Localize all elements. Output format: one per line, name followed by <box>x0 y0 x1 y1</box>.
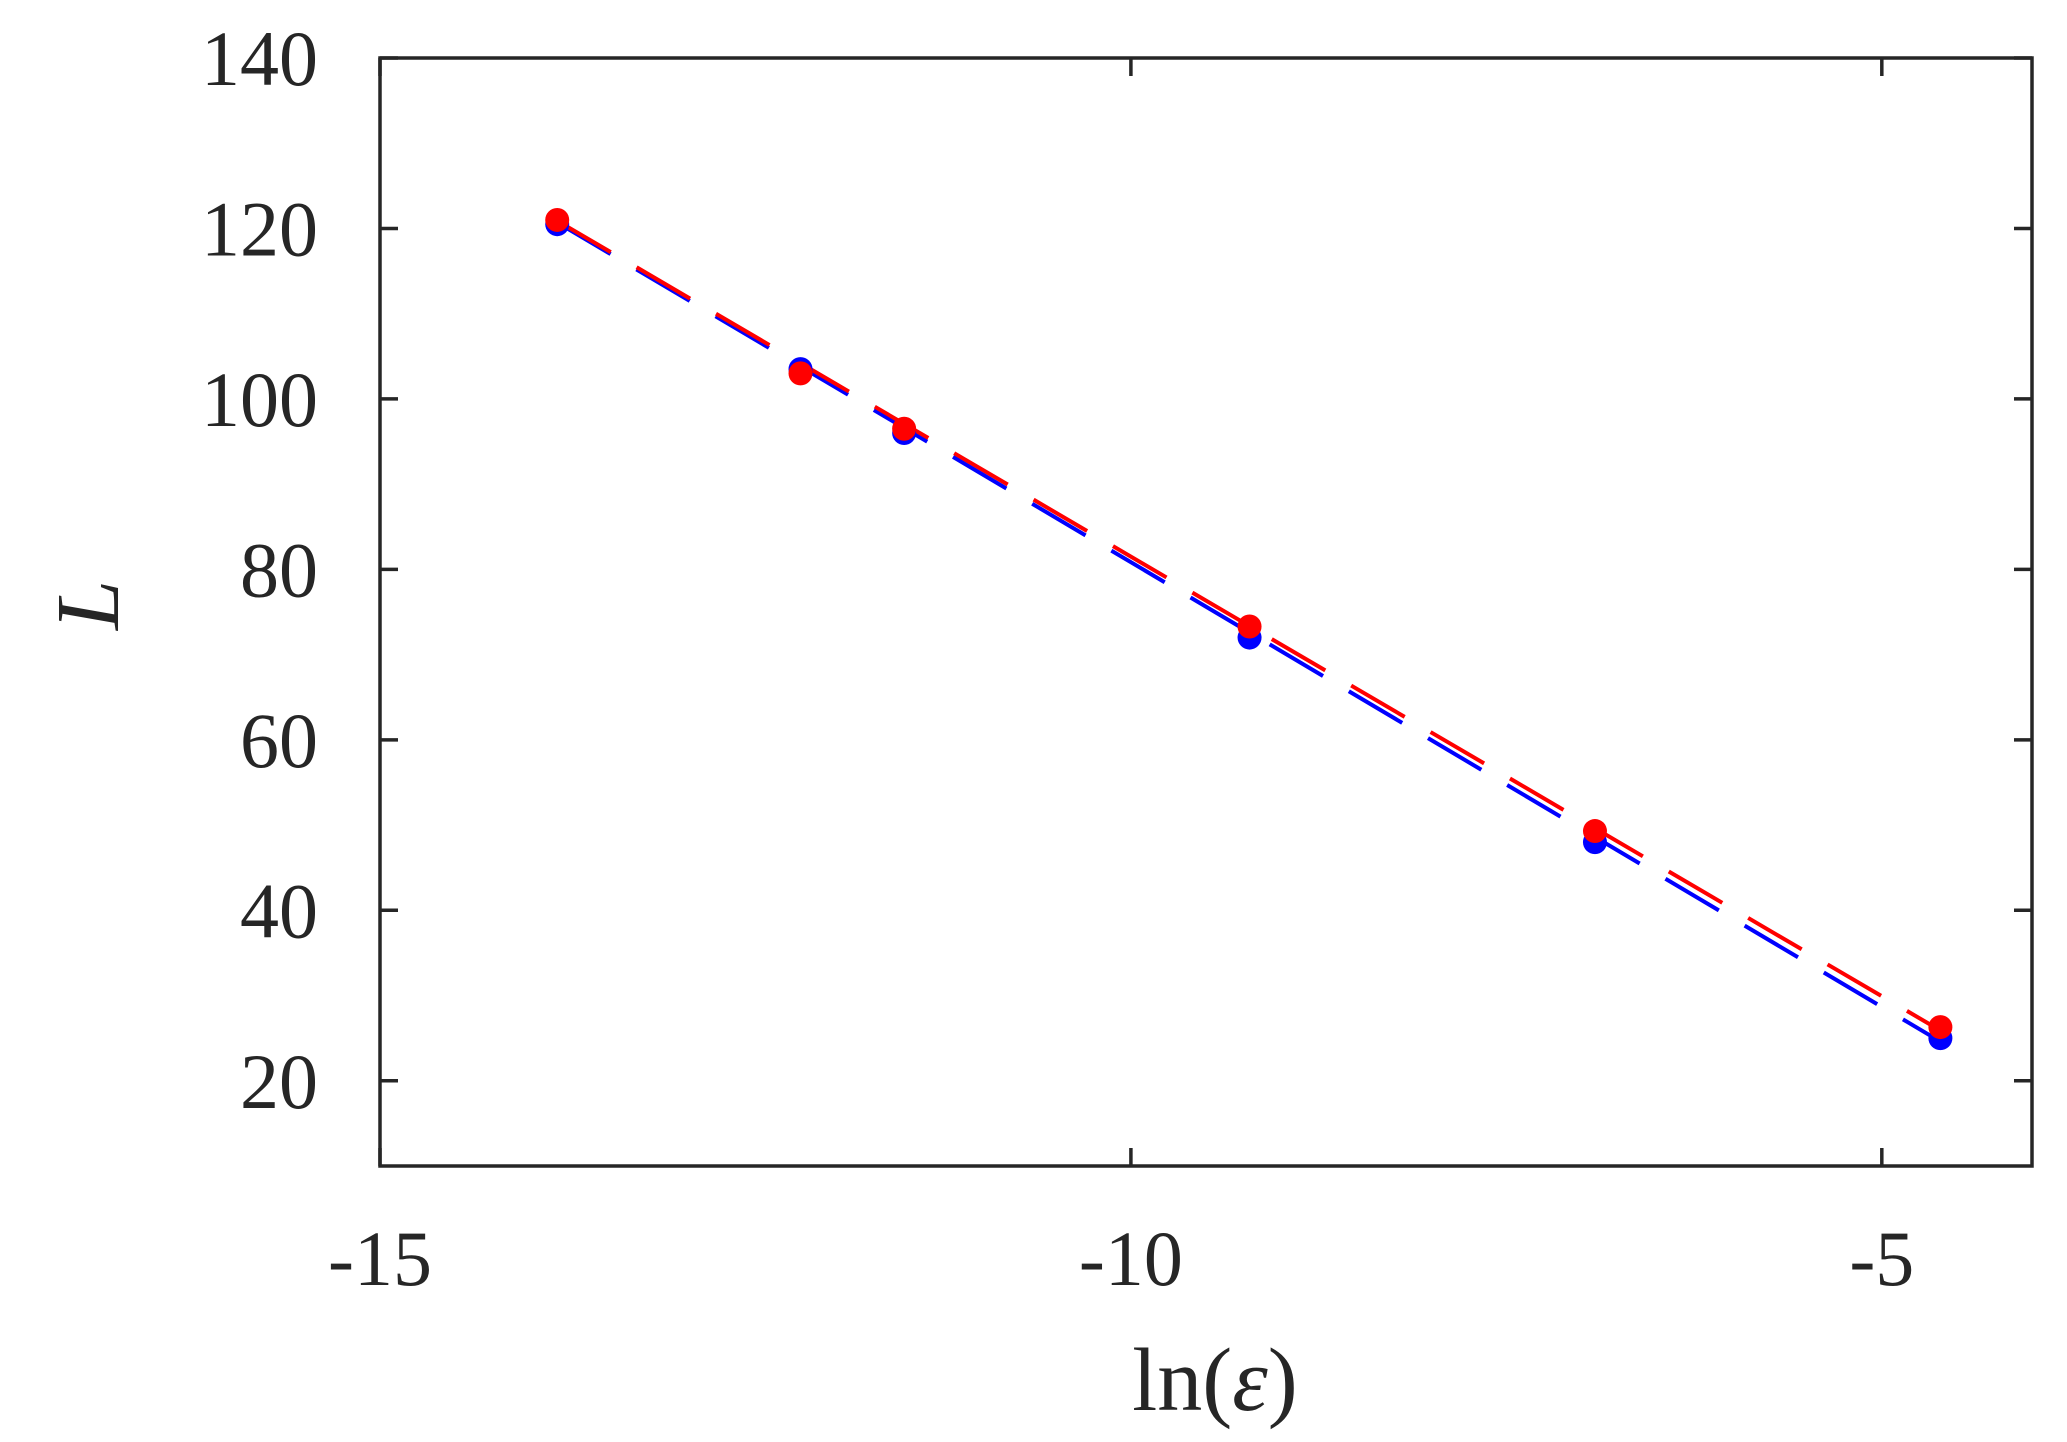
series-2-point <box>1582 819 1607 844</box>
series-1-fit-line <box>556 220 1942 1044</box>
axes-box <box>378 56 2034 1168</box>
x-axis-label-symbol: ε <box>1232 1331 1268 1430</box>
series-2-fit-line <box>556 219 1942 1033</box>
y-tick-label: 120 <box>201 185 318 272</box>
y-tick-label: 20 <box>240 1038 318 1125</box>
plot-area <box>545 207 1953 1051</box>
series-2-point <box>1237 614 1262 639</box>
y-tick-label: 100 <box>201 356 318 443</box>
y-tick-label: 80 <box>240 526 318 613</box>
x-axis-label-prefix: ln( <box>1132 1331 1232 1430</box>
x-axis-label-suffix: ) <box>1268 1331 1298 1430</box>
x-tick-label: -15 <box>328 1215 432 1302</box>
x-tick-label: -10 <box>1079 1215 1183 1302</box>
series-2-point <box>892 416 917 441</box>
series-2-point <box>1928 1015 1953 1040</box>
y-tick-label: 140 <box>201 15 318 102</box>
x-tick-label: -5 <box>1849 1215 1914 1302</box>
x-axis-label: ln(ε) <box>1132 1331 1297 1430</box>
series-2-point <box>788 361 813 386</box>
axes: -15 -10 -5 20 40 60 80 100 120 140 <box>201 15 2034 1302</box>
y-tick-label: 60 <box>240 697 318 784</box>
y-tick-label: 40 <box>240 867 318 954</box>
y-axis-label: L <box>39 580 138 632</box>
series-2-point <box>545 207 570 232</box>
